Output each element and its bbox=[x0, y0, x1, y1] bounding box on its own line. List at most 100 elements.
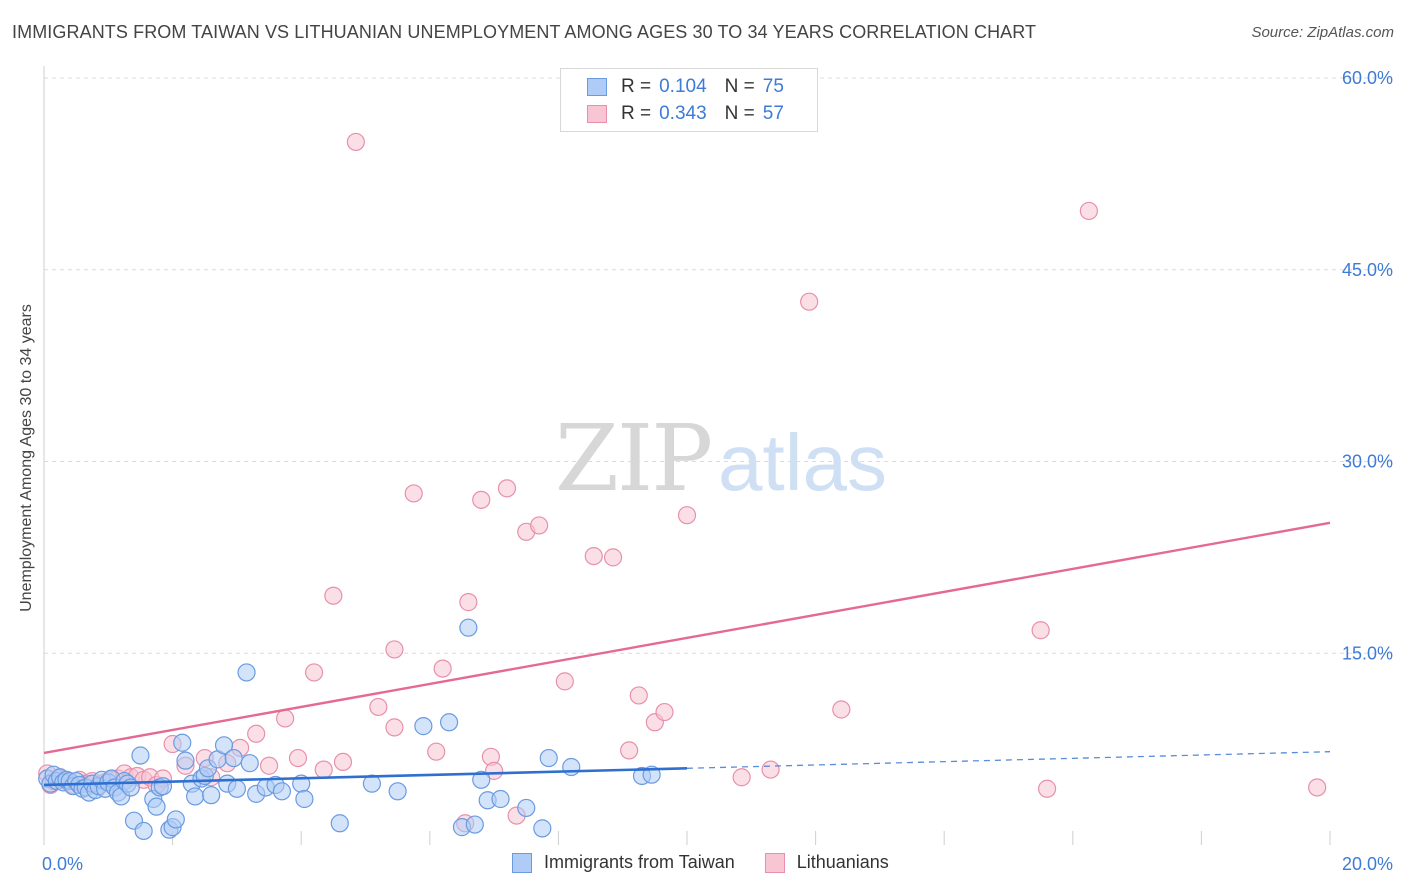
lithuanians-point bbox=[369, 697, 388, 717]
legend-r-label: R = bbox=[621, 103, 652, 124]
lithuanians-point bbox=[629, 686, 648, 705]
y-tick-label: 60.0% bbox=[1342, 68, 1393, 88]
chart-title: IMMIGRANTS FROM TAIWAN VS LITHUANIAN UNE… bbox=[12, 22, 1037, 42]
taiwan-point bbox=[562, 757, 581, 777]
taiwan-point bbox=[459, 618, 478, 637]
lithuanians-point bbox=[247, 724, 266, 743]
series-legend-taiwan: Immigrants from Taiwan bbox=[512, 852, 735, 873]
series-label-taiwan: Immigrants from Taiwan bbox=[544, 852, 735, 872]
axes bbox=[43, 66, 1331, 845]
taiwan-trend-extension bbox=[686, 751, 1331, 769]
grid-lines bbox=[44, 77, 1395, 654]
series-label-lithuanians: Lithuanians bbox=[796, 852, 889, 872]
taiwan-point bbox=[491, 789, 510, 809]
lithuanians-point bbox=[433, 659, 452, 678]
legend-swatch-lithuanians bbox=[587, 105, 607, 123]
series-legend-lithuanians: Lithuanians bbox=[764, 852, 889, 873]
lithuanians-point bbox=[259, 756, 279, 775]
source-label: Source: ZipAtlas.com bbox=[1251, 24, 1394, 41]
lithuanians-point bbox=[555, 672, 574, 691]
lithuanians-point bbox=[603, 548, 623, 567]
lithuanians-point bbox=[497, 479, 517, 498]
taiwan-point bbox=[388, 782, 407, 801]
taiwan-point bbox=[227, 779, 246, 798]
taiwan-point bbox=[414, 717, 433, 736]
lithuanians-point bbox=[346, 132, 365, 152]
legend-row-lithuanians: R = 0.343 N = 57 bbox=[587, 102, 784, 126]
watermark-zip: ZIP bbox=[555, 405, 711, 512]
tick-labels: 15.0% 30.0% 45.0% 60.0% 0.0% 20.0% bbox=[42, 68, 1393, 874]
lithuanians-point bbox=[584, 546, 603, 566]
taiwan-point bbox=[173, 733, 192, 752]
lithuanians-point bbox=[485, 761, 504, 780]
legend-n-label: N = bbox=[724, 103, 755, 124]
taiwan-point bbox=[176, 751, 195, 770]
taiwan-point bbox=[202, 786, 221, 805]
lithuanians-point bbox=[385, 640, 404, 659]
lithuanians-point bbox=[655, 702, 674, 722]
lithuanians-point bbox=[761, 760, 780, 779]
taiwan-point bbox=[131, 746, 150, 765]
lithuanians-point bbox=[333, 752, 353, 772]
taiwan-point bbox=[362, 774, 382, 793]
lithuanians-point bbox=[288, 748, 308, 768]
legend-row-taiwan: R = 0.104 N = 75 bbox=[587, 75, 784, 99]
x-tick-label: 0.0% bbox=[42, 854, 83, 874]
lithuanians-point bbox=[276, 709, 295, 728]
taiwan-point bbox=[237, 663, 256, 682]
taiwan-point bbox=[134, 821, 153, 841]
series-swatch-taiwan bbox=[512, 852, 532, 873]
taiwan-point bbox=[240, 754, 259, 773]
taiwan-point bbox=[539, 748, 558, 768]
lithuanians-point bbox=[304, 663, 324, 682]
taiwan-point bbox=[472, 770, 491, 789]
lithuanians-point bbox=[1308, 778, 1327, 797]
taiwan-point bbox=[439, 713, 459, 732]
lithuanians-point bbox=[1031, 621, 1050, 640]
lithuanians-point bbox=[472, 490, 491, 509]
legend-r-value: 0.343 bbox=[659, 103, 707, 124]
lithuanians-point bbox=[732, 768, 751, 787]
lithuanians-point bbox=[677, 506, 697, 525]
taiwan-point bbox=[330, 814, 349, 833]
taiwan-point bbox=[166, 810, 185, 829]
taiwan-point bbox=[533, 819, 552, 838]
lithuanians-point bbox=[385, 718, 404, 737]
legend-n-value: 57 bbox=[762, 103, 784, 124]
trend-lines bbox=[43, 521, 1331, 787]
taiwan-point bbox=[224, 748, 243, 768]
legend-r-label: R = bbox=[621, 76, 652, 97]
taiwan-point bbox=[517, 798, 536, 818]
taiwan-point bbox=[153, 777, 173, 796]
taiwan-point bbox=[147, 797, 166, 816]
taiwan-point bbox=[214, 736, 234, 755]
legend-n-label: N = bbox=[724, 76, 755, 97]
lithuanians-point bbox=[459, 593, 478, 612]
lithuanians-point bbox=[620, 741, 639, 760]
legend-box: R = 0.104 N = 75 R = 0.343 N = 57 bbox=[560, 68, 818, 132]
taiwan-point bbox=[186, 787, 205, 806]
y-tick-label: 15.0% bbox=[1342, 643, 1393, 663]
x-tick-label: 20.0% bbox=[1342, 854, 1393, 874]
taiwan-point bbox=[465, 815, 484, 834]
taiwan-points bbox=[38, 618, 661, 841]
taiwan-point bbox=[295, 789, 314, 809]
lithuanians-points bbox=[38, 132, 1327, 833]
lithuanians-point bbox=[1037, 779, 1057, 798]
lithuanians-point bbox=[800, 292, 819, 311]
watermark-atlas: atlas bbox=[718, 418, 887, 507]
lithuanians-point bbox=[314, 760, 333, 779]
lithuanians-point bbox=[324, 586, 343, 605]
legend-n-value: 75 bbox=[762, 76, 784, 97]
lithuanians-point bbox=[427, 742, 446, 761]
lithuanians-trend-line bbox=[43, 521, 1331, 755]
y-tick-label: 45.0% bbox=[1342, 260, 1393, 280]
lithuanians-point bbox=[1079, 201, 1098, 221]
legend-swatch-taiwan bbox=[587, 78, 607, 96]
taiwan-point bbox=[272, 782, 292, 801]
lithuanians-point bbox=[530, 516, 549, 535]
taiwan-trend-line bbox=[43, 767, 688, 787]
legend-r-value: 0.104 bbox=[659, 76, 707, 97]
lithuanians-point bbox=[404, 484, 423, 503]
